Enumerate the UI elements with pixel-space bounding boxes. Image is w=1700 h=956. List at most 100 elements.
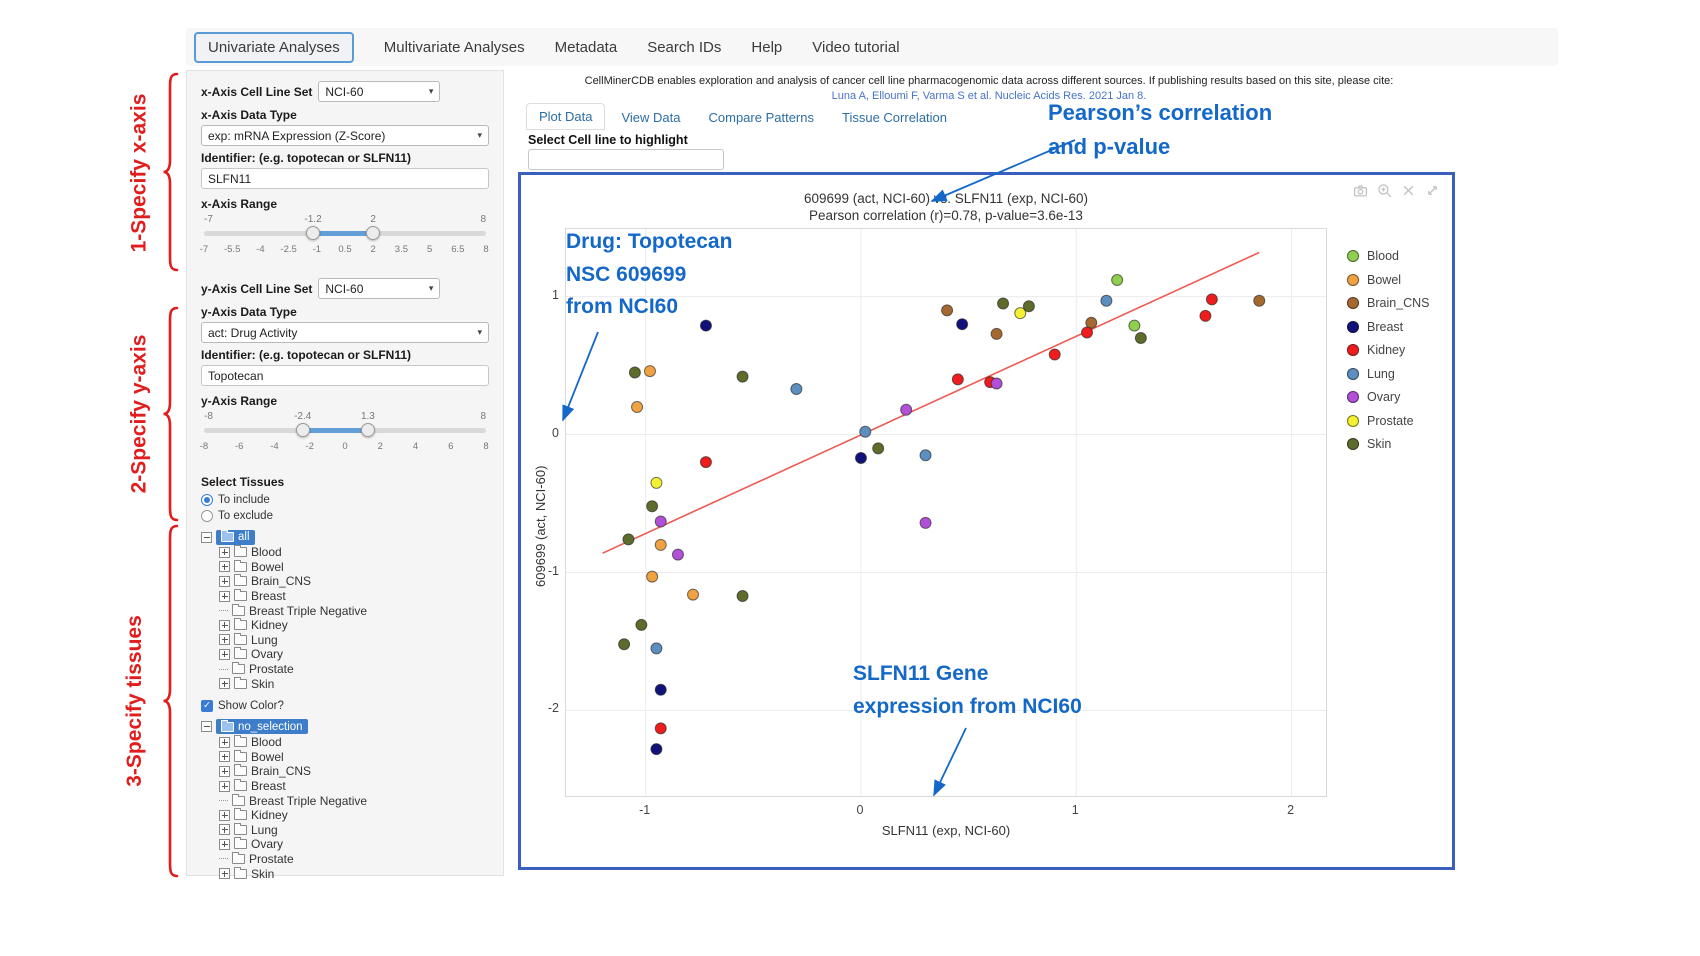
- scatter-point-breast[interactable]: [655, 684, 666, 695]
- x-range-slider[interactable]: -78-1.22-7-5.5-4-2.5-10.523.556.58: [204, 214, 486, 258]
- scatter-point-bowel[interactable]: [632, 401, 643, 412]
- legend-item-bowel[interactable]: Bowel: [1347, 273, 1430, 287]
- expand-icon[interactable]: [219, 591, 230, 602]
- include-tissue-prostate[interactable]: Prostate: [201, 662, 489, 677]
- scatter-point-bowel[interactable]: [647, 571, 658, 582]
- exclude-tissue-breast[interactable]: Breast: [201, 779, 489, 794]
- nav-item-metadata[interactable]: Metadata: [555, 39, 618, 56]
- scatter-point-kidney[interactable]: [952, 374, 963, 385]
- scatter-point-ovary[interactable]: [672, 549, 683, 560]
- scatter-point-kidney[interactable]: [1200, 310, 1211, 321]
- legend-item-ovary[interactable]: Ovary: [1347, 390, 1430, 404]
- expand-icon[interactable]: [219, 678, 230, 689]
- include-tissue-skin[interactable]: Skin: [201, 676, 489, 691]
- exclude-tissue-ovary[interactable]: Ovary: [201, 837, 489, 852]
- y-cell-line-set-select[interactable]: NCI-60 ▾: [318, 278, 440, 299]
- legend-item-breast[interactable]: Breast: [1347, 320, 1430, 334]
- expand-icon[interactable]: [219, 547, 230, 558]
- scatter-point-brain-cns[interactable]: [991, 328, 1002, 339]
- exclude-tissue-prostate[interactable]: Prostate: [201, 852, 489, 867]
- expand-icon[interactable]: [219, 781, 230, 792]
- scatter-point-skin[interactable]: [1135, 332, 1146, 343]
- scatter-point-lung[interactable]: [651, 643, 662, 654]
- scatter-point-kidney[interactable]: [1082, 327, 1093, 338]
- expand-icon[interactable]: [219, 824, 230, 835]
- expand-icon[interactable]: [219, 766, 230, 777]
- scatter-point-kidney[interactable]: [655, 723, 666, 734]
- expand-icon[interactable]: [219, 868, 230, 879]
- exclude-tissue-breast-triple-negative[interactable]: Breast Triple Negative: [201, 793, 489, 808]
- scatter-point-ovary[interactable]: [920, 517, 931, 528]
- scatter-point-kidney[interactable]: [1049, 349, 1060, 360]
- scatter-point-bowel[interactable]: [644, 366, 655, 377]
- include-tissue-breast[interactable]: Breast: [201, 589, 489, 604]
- include-tissue-brain-cns[interactable]: Brain_CNS: [201, 574, 489, 589]
- expand-icon[interactable]: [219, 634, 230, 645]
- expand-icon[interactable]: [219, 839, 230, 850]
- legend-item-skin[interactable]: Skin: [1347, 437, 1430, 451]
- tab-tissue-correlation[interactable]: Tissue Correlation: [830, 105, 959, 130]
- scatter-point-lung[interactable]: [920, 450, 931, 461]
- collapse-icon[interactable]: [201, 532, 212, 543]
- scatter-point-bowel[interactable]: [688, 589, 699, 600]
- include-tree-root-all[interactable]: all: [201, 529, 489, 545]
- scatter-point-blood[interactable]: [1112, 275, 1123, 286]
- legend-item-prostate[interactable]: Prostate: [1347, 414, 1430, 428]
- include-tissue-blood[interactable]: Blood: [201, 545, 489, 560]
- include-tissue-lung[interactable]: Lung: [201, 633, 489, 648]
- exclude-tree-root-no-selection[interactable]: no_selection: [201, 719, 489, 735]
- nav-item-univariate-analyses[interactable]: Univariate Analyses: [194, 32, 354, 63]
- nav-item-video-tutorial[interactable]: Video tutorial: [812, 39, 899, 56]
- scatter-point-skin[interactable]: [629, 367, 640, 378]
- exclude-tissue-blood[interactable]: Blood: [201, 735, 489, 750]
- legend-item-brain-cns[interactable]: Brain_CNS: [1347, 296, 1430, 310]
- exclude-tissue-skin[interactable]: Skin: [201, 866, 489, 881]
- nav-item-multivariate-analyses[interactable]: Multivariate Analyses: [384, 39, 525, 56]
- scatter-point-prostate[interactable]: [651, 477, 662, 488]
- expand-icon[interactable]: [219, 649, 230, 660]
- nav-item-help[interactable]: Help: [751, 39, 782, 56]
- highlight-cell-line-input[interactable]: [528, 149, 724, 170]
- exclude-tissue-brain-cns[interactable]: Brain_CNS: [201, 764, 489, 779]
- scatter-point-lung[interactable]: [791, 384, 802, 395]
- tab-plot-data[interactable]: Plot Data: [526, 103, 605, 130]
- nav-item-search-ids[interactable]: Search IDs: [647, 39, 721, 56]
- scatter-point-kidney[interactable]: [1206, 294, 1217, 305]
- x-identifier-input[interactable]: [201, 168, 489, 189]
- scatter-point-ovary[interactable]: [655, 516, 666, 527]
- exclude-tissue-bowel[interactable]: Bowel: [201, 750, 489, 765]
- slider-low-handle[interactable]: [296, 423, 310, 437]
- show-color-checkbox[interactable]: Show Color?: [201, 698, 489, 714]
- scatter-point-breast[interactable]: [651, 744, 662, 755]
- scatter-point-skin[interactable]: [623, 534, 634, 545]
- tab-compare-patterns[interactable]: Compare Patterns: [697, 105, 827, 130]
- scatter-point-lung[interactable]: [1101, 295, 1112, 306]
- slider-high-handle[interactable]: [361, 423, 375, 437]
- scatter-point-breast[interactable]: [855, 453, 866, 464]
- citation-link[interactable]: Luna A, Elloumi F, Varma S et al. Nuclei…: [520, 89, 1458, 103]
- exclude-tissue-kidney[interactable]: Kidney: [201, 808, 489, 823]
- scatter-point-brain-cns[interactable]: [1254, 295, 1265, 306]
- expand-icon[interactable]: [219, 810, 230, 821]
- camera-icon[interactable]: [1353, 183, 1368, 198]
- y-data-type-select[interactable]: act: Drug Activity ▾: [201, 322, 489, 343]
- scatter-point-skin[interactable]: [636, 619, 647, 630]
- pan-icon[interactable]: [1425, 183, 1440, 198]
- scatter-point-skin[interactable]: [737, 590, 748, 601]
- expand-icon[interactable]: [219, 737, 230, 748]
- expand-icon[interactable]: [219, 620, 230, 631]
- scatter-point-skin[interactable]: [619, 639, 630, 650]
- scatter-point-lung[interactable]: [860, 426, 871, 437]
- x-cell-line-set-select[interactable]: NCI-60 ▾: [318, 81, 440, 102]
- legend-item-lung[interactable]: Lung: [1347, 367, 1430, 381]
- tab-view-data[interactable]: View Data: [609, 105, 692, 130]
- zoom-in-icon[interactable]: [1377, 183, 1392, 198]
- include-tissue-bowel[interactable]: Bowel: [201, 560, 489, 575]
- scatter-point-skin[interactable]: [647, 501, 658, 512]
- scatter-point-blood[interactable]: [1129, 320, 1140, 331]
- x-data-type-select[interactable]: exp: mRNA Expression (Z-Score) ▾: [201, 125, 489, 146]
- scatter-point-ovary[interactable]: [901, 404, 912, 415]
- slider-low-handle[interactable]: [306, 226, 320, 240]
- scatter-point-bowel[interactable]: [655, 539, 666, 550]
- legend-item-kidney[interactable]: Kidney: [1347, 343, 1430, 357]
